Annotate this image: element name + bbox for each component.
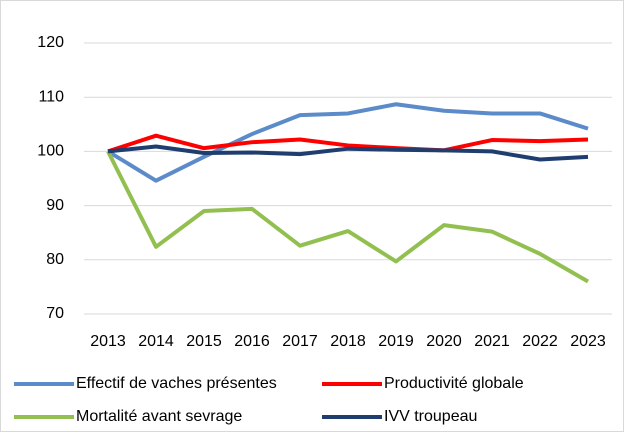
y-tick-label: 80 [46, 251, 64, 268]
x-tick-label: 2022 [522, 333, 558, 350]
series-line [107, 133, 589, 154]
y-tick-label: 70 [46, 305, 64, 322]
legend-label: Mortalité avant sevrage [76, 408, 242, 425]
x-tick-label: 2013 [90, 333, 126, 350]
x-tick-label: 2023 [570, 333, 606, 350]
x-tick-label: 2019 [378, 333, 414, 350]
series-line [107, 144, 589, 162]
x-tick-label: 2016 [234, 333, 270, 350]
y-tick-label: 110 [38, 88, 64, 105]
legend-label: Productivité globale [384, 375, 524, 392]
x-tick-label: 2018 [330, 333, 366, 350]
x-tick-label: 2015 [186, 333, 222, 350]
series-line [106, 102, 589, 183]
y-tick-label: 90 [46, 197, 64, 214]
x-tick-label: 2021 [474, 333, 510, 350]
y-tick-label: 100 [37, 143, 64, 160]
y-tick-label: 120 [37, 34, 64, 51]
x-tick-label: 2017 [282, 333, 318, 350]
series-line [106, 150, 589, 284]
x-tick-label: 2020 [426, 333, 462, 350]
legend-label: IVV troupeau [384, 408, 477, 425]
legend-label: Effectif de vaches présentes [76, 375, 277, 392]
x-tick-label: 2014 [138, 333, 174, 350]
